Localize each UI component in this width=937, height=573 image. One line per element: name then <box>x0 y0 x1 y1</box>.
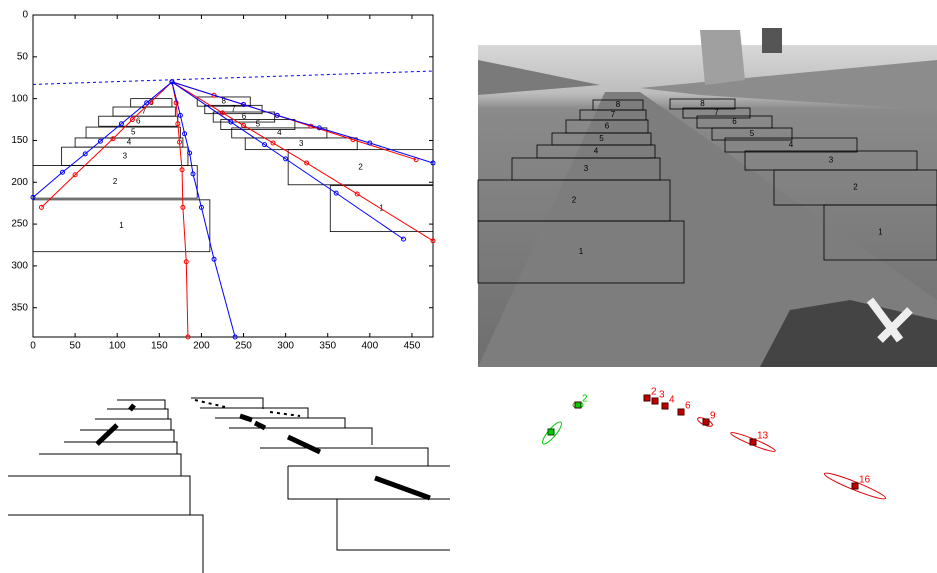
photo-box-label: 4 <box>594 147 599 156</box>
photo-box-label: 8 <box>616 100 621 109</box>
x-tick-label: 100 <box>109 341 126 352</box>
track-point <box>575 402 581 408</box>
box-label: 5 <box>131 128 136 137</box>
binary-panel <box>8 398 450 573</box>
photo-box-label: 8 <box>700 99 705 108</box>
track-point <box>644 395 650 401</box>
box-label: 3 <box>299 139 304 148</box>
box-label: 4 <box>127 138 132 147</box>
y-tick-label: 300 <box>11 261 28 272</box>
box-outlines <box>8 400 203 573</box>
track-point <box>852 483 858 489</box>
track-point <box>662 403 668 409</box>
page: 1234567887654321 2234691316 050100150200… <box>0 0 937 573</box>
box-label: 4 <box>277 128 282 137</box>
figure: 1234567887654321 2234691316 050100150200… <box>0 0 937 573</box>
track-point <box>548 429 554 435</box>
box-label: 2 <box>113 177 118 186</box>
box-label: 3 <box>123 151 128 160</box>
x-tick-label: 300 <box>277 341 294 352</box>
box-label: 6 <box>136 116 141 125</box>
tracks-panel: 2234691316 <box>540 387 887 502</box>
track-label: 16 <box>859 475 871 486</box>
track-label: 13 <box>757 431 769 442</box>
track-point <box>678 409 684 415</box>
photo-box-label: 4 <box>789 140 794 149</box>
photo-box-label: 1 <box>579 247 584 256</box>
y-tick-label: 100 <box>11 93 28 104</box>
track-label: 2 <box>651 387 657 398</box>
x-tick-label: 350 <box>319 341 336 352</box>
photo-box-label: 6 <box>605 122 610 131</box>
x-tick-label: 0 <box>30 341 36 352</box>
track-label: 3 <box>659 390 665 401</box>
box-label: 2 <box>358 162 363 171</box>
photo-box-label: 6 <box>732 117 737 126</box>
y-tick-label: 250 <box>11 219 28 230</box>
photo-box-label: 2 <box>853 183 858 192</box>
y-tick-label: 200 <box>11 177 28 188</box>
box-outlines <box>191 398 450 550</box>
sign <box>762 28 782 53</box>
y-tick-label: 150 <box>11 135 28 146</box>
photo-box-label: 5 <box>599 134 604 143</box>
photo-box-label: 7 <box>611 110 616 119</box>
y-tick-label: 350 <box>11 302 28 313</box>
track-label: 6 <box>685 401 691 412</box>
x-tick-label: 50 <box>70 341 82 352</box>
photo-box-label: 3 <box>584 164 589 173</box>
track-label: 4 <box>669 395 675 406</box>
y-tick-label: 0 <box>22 10 28 21</box>
x-tick-label: 450 <box>404 341 421 352</box>
photo-box-label: 1 <box>878 228 883 237</box>
track-label: 2 <box>582 394 588 405</box>
x-tick-label: 400 <box>361 341 378 352</box>
photo-box-label: 2 <box>572 196 577 205</box>
billboard <box>700 30 745 85</box>
box-label: 5 <box>256 120 261 129</box>
track-label: 9 <box>710 411 716 422</box>
x-tick-label: 250 <box>235 341 252 352</box>
axes-frame <box>33 15 433 337</box>
track-point <box>652 398 658 404</box>
photo-box-label: 5 <box>750 129 755 138</box>
track-point <box>703 419 709 425</box>
plot-panel: 0 50 100 150 200 250 300 350 400 450 0 50 100 150 200 2… <box>11 10 435 352</box>
track-point <box>750 439 756 445</box>
x-tick-label: 200 <box>193 341 210 352</box>
y-tick-label: 50 <box>17 51 29 62</box>
photo-box-label: 3 <box>829 156 834 165</box>
x-tick-label: 150 <box>151 341 168 352</box>
box-label: 1 <box>119 221 124 230</box>
